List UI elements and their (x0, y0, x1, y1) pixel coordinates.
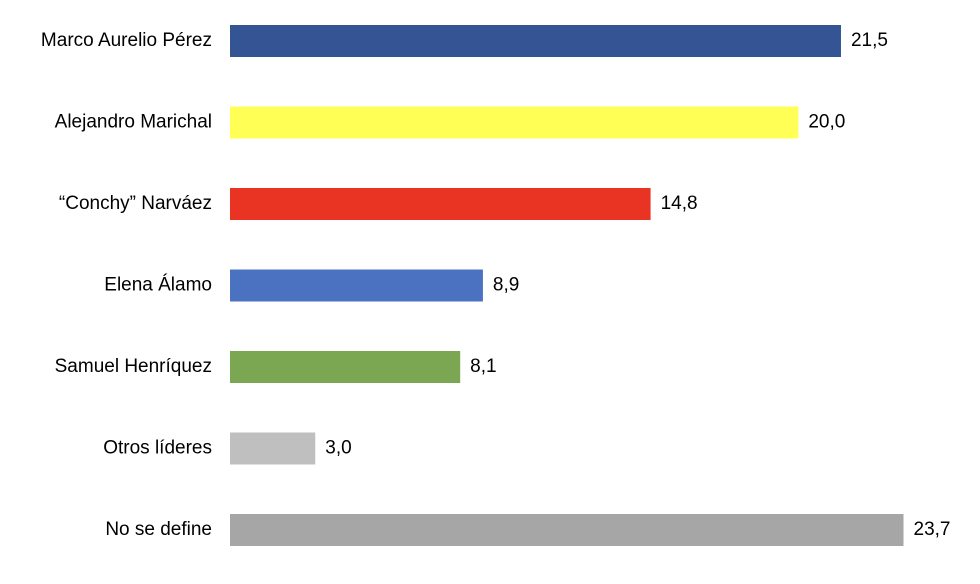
category-label: Alejandro Marichal (55, 112, 212, 133)
category-label: No se define (105, 519, 212, 540)
bar (230, 106, 799, 139)
bar (230, 25, 841, 57)
value-label: 3,0 (325, 438, 351, 459)
bar (230, 269, 483, 302)
value-label: 20,0 (808, 112, 845, 133)
category-label: Otros líderes (103, 438, 212, 459)
bar (230, 432, 316, 465)
bar (230, 188, 651, 220)
bar (230, 514, 904, 546)
value-label: 23,7 (914, 519, 951, 540)
value-label: 14,8 (661, 193, 698, 214)
value-label: 21,5 (851, 30, 888, 51)
bar (230, 351, 461, 383)
value-label: 8,9 (493, 275, 519, 296)
category-label: Samuel Henríquez (55, 356, 212, 377)
value-label: 8,1 (470, 356, 496, 377)
category-label: “Conchy” Narváez (59, 193, 212, 214)
category-label: Elena Álamo (104, 275, 212, 296)
category-label: Marco Aurelio Pérez (41, 30, 212, 51)
